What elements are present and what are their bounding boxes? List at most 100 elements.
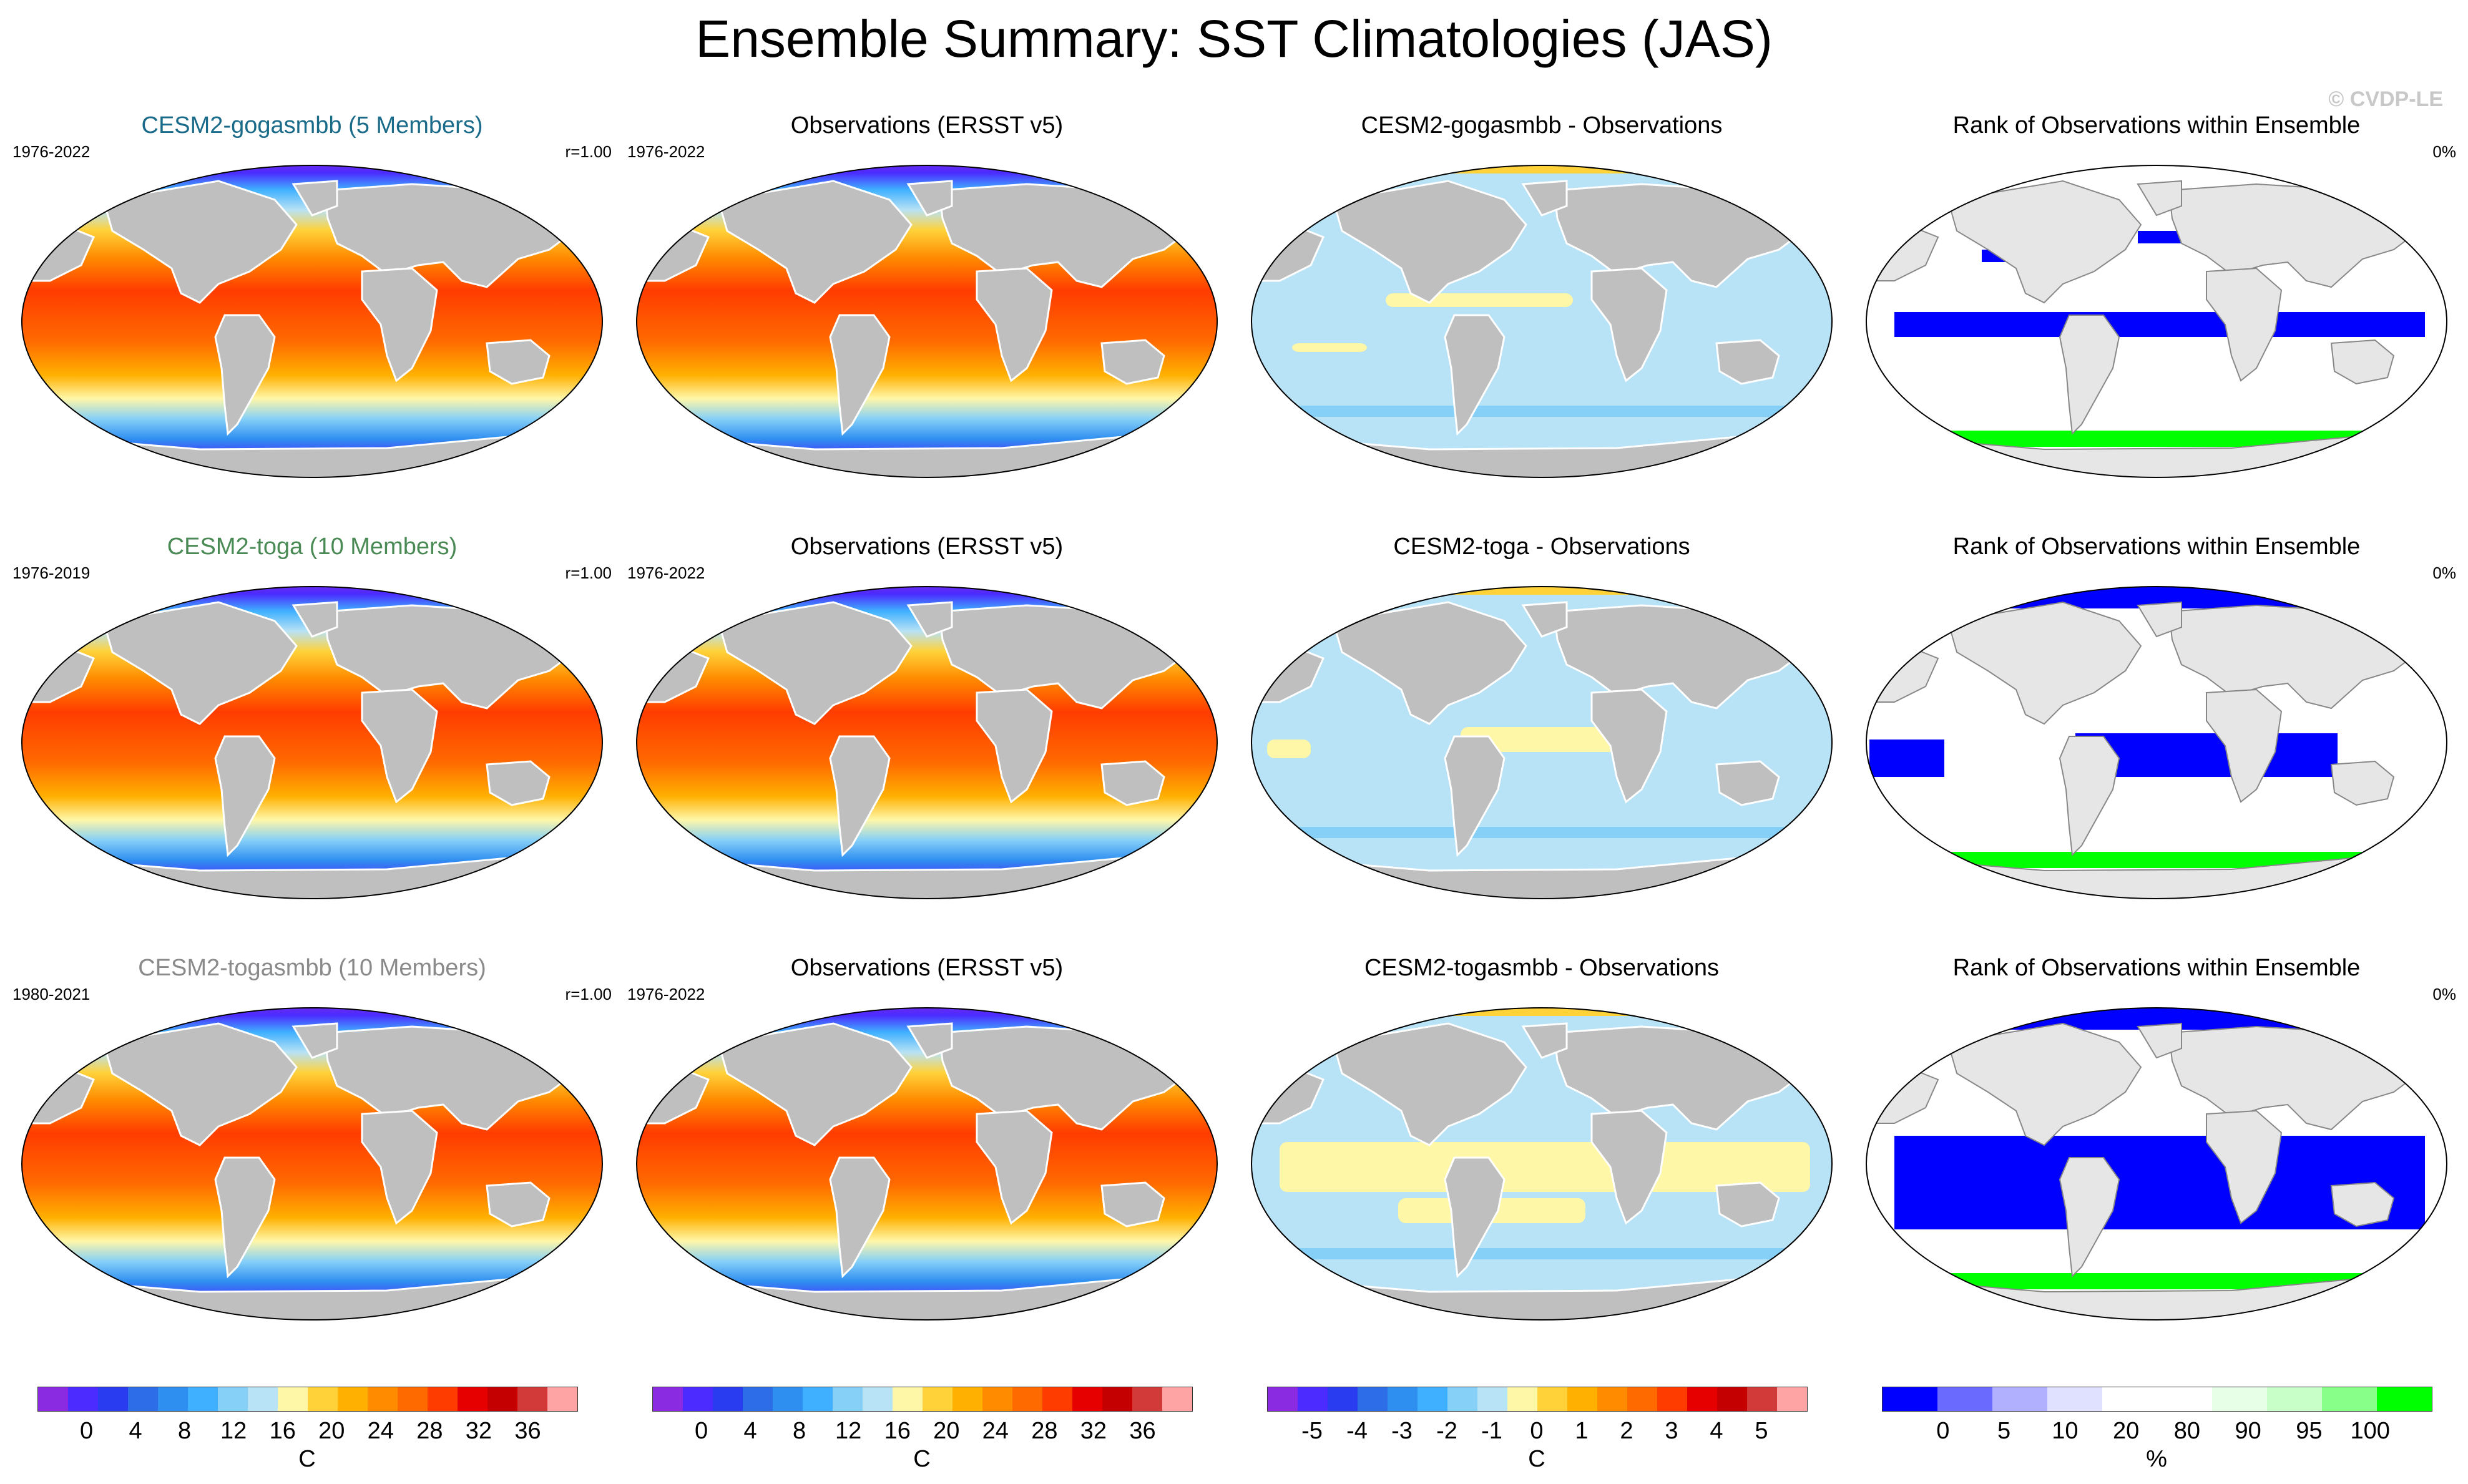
colorbar-swatch [2212, 1387, 2267, 1411]
colorbar-swatch [428, 1387, 458, 1411]
difference-panel: CESM2-togasmbb - Observations [1242, 955, 1841, 1367]
colorbar-tick-label: 16 [269, 1418, 296, 1444]
colorbar-swatch [2377, 1387, 2432, 1411]
colorbar-swatch [218, 1387, 248, 1411]
pattern-correlation: r=1.00 [565, 564, 612, 582]
colorbar-unit: C [1528, 1446, 1545, 1472]
colorbar-swatch [1477, 1387, 1507, 1411]
colorbar-tick-label: 5 [1997, 1418, 2011, 1444]
colorbar-tick-label: 90 [2235, 1418, 2261, 1444]
colorbar-swatches [1267, 1387, 1808, 1412]
period-label: 1980-2021 [12, 985, 91, 1003]
period-label: 1976-2022 [627, 142, 705, 161]
sst-map [636, 1007, 1218, 1320]
panel-title: Observations (ERSST v5) [790, 955, 1064, 981]
rank-panel: Rank of Observations within Ensemble 0% [1857, 112, 2456, 524]
colorbar-swatch [1777, 1387, 1807, 1411]
pattern-correlation: r=1.00 [565, 985, 612, 1003]
colorbar-tick-label: 5 [1755, 1418, 1768, 1444]
colorbar-tick-label: 20 [318, 1418, 345, 1444]
colorbar-swatch [128, 1387, 158, 1411]
colorbar-swatch [1298, 1387, 1328, 1411]
colorbar-swatches [37, 1387, 578, 1412]
period-label: 1976-2022 [627, 985, 705, 1003]
colorbar-tick-label: 20 [2112, 1418, 2140, 1444]
colorbar-tick-label: 32 [465, 1418, 492, 1444]
colorbar-swatch [38, 1387, 68, 1411]
colorbar-tick-label: 16 [884, 1418, 911, 1444]
colorbar-tick-label: -4 [1346, 1418, 1368, 1444]
colorbar-swatch [338, 1387, 368, 1411]
colorbar-swatch [1717, 1387, 1747, 1411]
colorbar-tick-label: -2 [1436, 1418, 1457, 1444]
colorbar-swatch [982, 1387, 1012, 1411]
colorbar-tick-label: -3 [1391, 1418, 1413, 1444]
colorbar-swatch [1388, 1387, 1418, 1411]
panel-title: Observations (ERSST v5) [790, 112, 1064, 139]
colorbar-swatch [1132, 1387, 1162, 1411]
colorbar-swatch [368, 1387, 398, 1411]
colorbar-swatch [1418, 1387, 1447, 1411]
model-panel: CESM2-togasmbb (10 Members) 1980-2021 r=1.… [12, 955, 612, 1367]
colorbar-swatch [1102, 1387, 1132, 1411]
colorbar-swatch [1747, 1387, 1777, 1411]
colorbar-swatch [923, 1387, 952, 1411]
difference-map [1251, 165, 1833, 478]
colorbar-swatch [1162, 1387, 1192, 1411]
colorbar-tick-label: 2 [1620, 1418, 1633, 1444]
period-label: 1976-2022 [12, 142, 91, 161]
panel-title: CESM2-togasmbb - Observations [1364, 955, 1720, 981]
colorbar-swatch [1657, 1387, 1687, 1411]
panel-title: CESM2-toga (10 Members) [167, 534, 458, 560]
colorbar-swatch [308, 1387, 338, 1411]
colorbar-swatch [1597, 1387, 1627, 1411]
colorbar-swatch [188, 1387, 218, 1411]
colorbar-tick-label: 1 [1575, 1418, 1589, 1444]
rank-map [1866, 586, 2447, 899]
colorbar-swatches [1882, 1387, 2432, 1412]
watermark: © CVDP-LE [2328, 87, 2443, 111]
colorbar-tick-label: 4 [1710, 1418, 1723, 1444]
colorbar-swatch [1507, 1387, 1537, 1411]
colorbar-tick-label: 0 [1936, 1418, 1950, 1444]
colorbar-swatch [1072, 1387, 1102, 1411]
colorbar-swatch [517, 1387, 547, 1411]
colorbar-unit: C [298, 1446, 316, 1472]
difference-panel: CESM2-toga - Observations [1242, 534, 1841, 945]
colorbar-swatch [248, 1387, 278, 1411]
colorbar-swatch [98, 1387, 128, 1411]
colorbar-unit: % [2146, 1446, 2167, 1472]
colorbar-swatch [1328, 1387, 1358, 1411]
observations-panel: Observations (ERSST v5) 1976-2022 [627, 534, 1227, 945]
colorbar-tick-label: -1 [1481, 1418, 1502, 1444]
colorbar-tick-label: 100 [2350, 1418, 2390, 1444]
sst-map [636, 586, 1218, 899]
colorbar: 0 4 8 12 16 20 24 28 32 36 C [12, 1387, 612, 1480]
model-panel: CESM2-gogasmbb (5 Members) 1976-2022 r=1.0… [12, 112, 612, 524]
colorbar-tick-label: 4 [743, 1418, 757, 1444]
colorbar-tick-label: 36 [514, 1418, 541, 1444]
colorbar-swatch [653, 1387, 683, 1411]
colorbar-swatch [1937, 1387, 1992, 1411]
page-title: Ensemble Summary: SST Climatologies (JAS… [695, 9, 1773, 68]
difference-map [1251, 1007, 1833, 1320]
colorbar-swatch [1627, 1387, 1657, 1411]
rank-panel: Rank of Observations within Ensemble 0% [1857, 534, 2456, 945]
colorbar-swatch [713, 1387, 743, 1411]
colorbar-tick-label: 32 [1080, 1418, 1107, 1444]
colorbar-swatch [398, 1387, 428, 1411]
colorbar-swatch [1687, 1387, 1717, 1411]
colorbar-tick-label: 0 [694, 1418, 708, 1444]
colorbar-swatch [1042, 1387, 1072, 1411]
period-label: 1976-2022 [627, 564, 705, 582]
colorbar-swatch [547, 1387, 577, 1411]
colorbar-tick-label: 8 [793, 1418, 806, 1444]
colorbar-swatch [1883, 1387, 1937, 1411]
period-label: 1976-2019 [12, 564, 91, 582]
colorbar-swatch [893, 1387, 923, 1411]
observations-panel: Observations (ERSST v5) 1976-2022 [627, 955, 1227, 1367]
model-panel: CESM2-toga (10 Members) 1976-2019 r=1.00 [12, 534, 612, 945]
colorbar-swatches [652, 1387, 1193, 1412]
colorbar-swatch [1447, 1387, 1477, 1411]
colorbar-tick-label: 28 [416, 1418, 443, 1444]
